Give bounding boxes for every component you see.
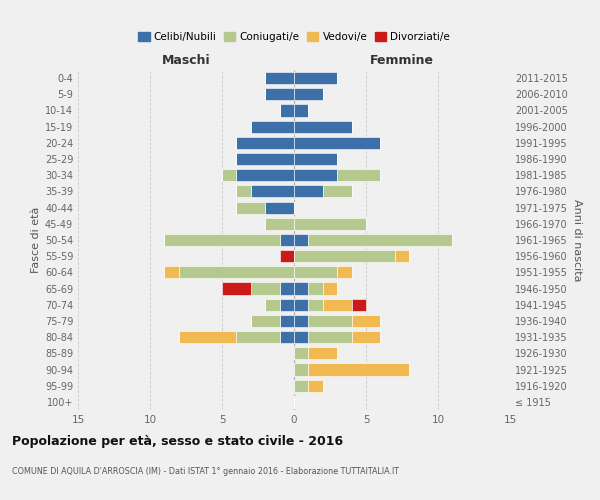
Bar: [294, 104, 308, 117]
Bar: [294, 250, 395, 262]
Bar: [294, 186, 323, 198]
Bar: [236, 331, 280, 343]
Bar: [294, 169, 337, 181]
Bar: [294, 315, 308, 327]
Bar: [294, 331, 308, 343]
Bar: [294, 234, 308, 246]
Bar: [265, 72, 294, 84]
Text: Maschi: Maschi: [161, 54, 211, 67]
Bar: [323, 186, 352, 198]
Bar: [236, 186, 251, 198]
Bar: [294, 364, 308, 376]
Bar: [164, 234, 280, 246]
Y-axis label: Anni di nascita: Anni di nascita: [572, 198, 581, 281]
Bar: [294, 266, 337, 278]
Bar: [352, 315, 380, 327]
Bar: [294, 380, 308, 392]
Bar: [323, 298, 352, 311]
Bar: [308, 298, 323, 311]
Bar: [294, 137, 380, 149]
Bar: [395, 250, 409, 262]
Bar: [308, 364, 409, 376]
Bar: [323, 282, 337, 294]
Text: Femmine: Femmine: [370, 54, 434, 67]
Bar: [294, 88, 323, 101]
Bar: [236, 153, 294, 165]
Y-axis label: Fasce di età: Fasce di età: [31, 207, 41, 273]
Bar: [179, 266, 294, 278]
Bar: [280, 331, 294, 343]
Bar: [251, 315, 280, 327]
Bar: [294, 153, 337, 165]
Bar: [294, 348, 308, 360]
Bar: [236, 169, 294, 181]
Bar: [337, 266, 352, 278]
Bar: [280, 104, 294, 117]
Bar: [294, 120, 352, 132]
Bar: [352, 298, 366, 311]
Bar: [280, 298, 294, 311]
Bar: [308, 234, 452, 246]
Bar: [280, 234, 294, 246]
Bar: [337, 169, 380, 181]
Legend: Celibi/Nubili, Coniugati/e, Vedovi/e, Divorziati/e: Celibi/Nubili, Coniugati/e, Vedovi/e, Di…: [134, 28, 454, 46]
Bar: [236, 137, 294, 149]
Bar: [308, 331, 352, 343]
Bar: [222, 282, 251, 294]
Bar: [265, 218, 294, 230]
Bar: [308, 380, 323, 392]
Bar: [251, 282, 280, 294]
Bar: [352, 331, 380, 343]
Bar: [265, 298, 280, 311]
Bar: [251, 120, 294, 132]
Bar: [164, 266, 179, 278]
Bar: [280, 250, 294, 262]
Bar: [280, 315, 294, 327]
Bar: [294, 218, 366, 230]
Bar: [308, 315, 352, 327]
Bar: [308, 348, 337, 360]
Bar: [179, 331, 236, 343]
Text: Popolazione per età, sesso e stato civile - 2016: Popolazione per età, sesso e stato civil…: [12, 435, 343, 448]
Text: COMUNE DI AQUILA D'ARROSCIA (IM) - Dati ISTAT 1° gennaio 2016 - Elaborazione TUT: COMUNE DI AQUILA D'ARROSCIA (IM) - Dati …: [12, 468, 399, 476]
Bar: [308, 282, 323, 294]
Bar: [294, 298, 308, 311]
Bar: [251, 186, 294, 198]
Bar: [294, 72, 337, 84]
Bar: [265, 202, 294, 213]
Bar: [236, 202, 265, 213]
Bar: [265, 88, 294, 101]
Bar: [294, 282, 308, 294]
Bar: [222, 169, 236, 181]
Bar: [280, 282, 294, 294]
